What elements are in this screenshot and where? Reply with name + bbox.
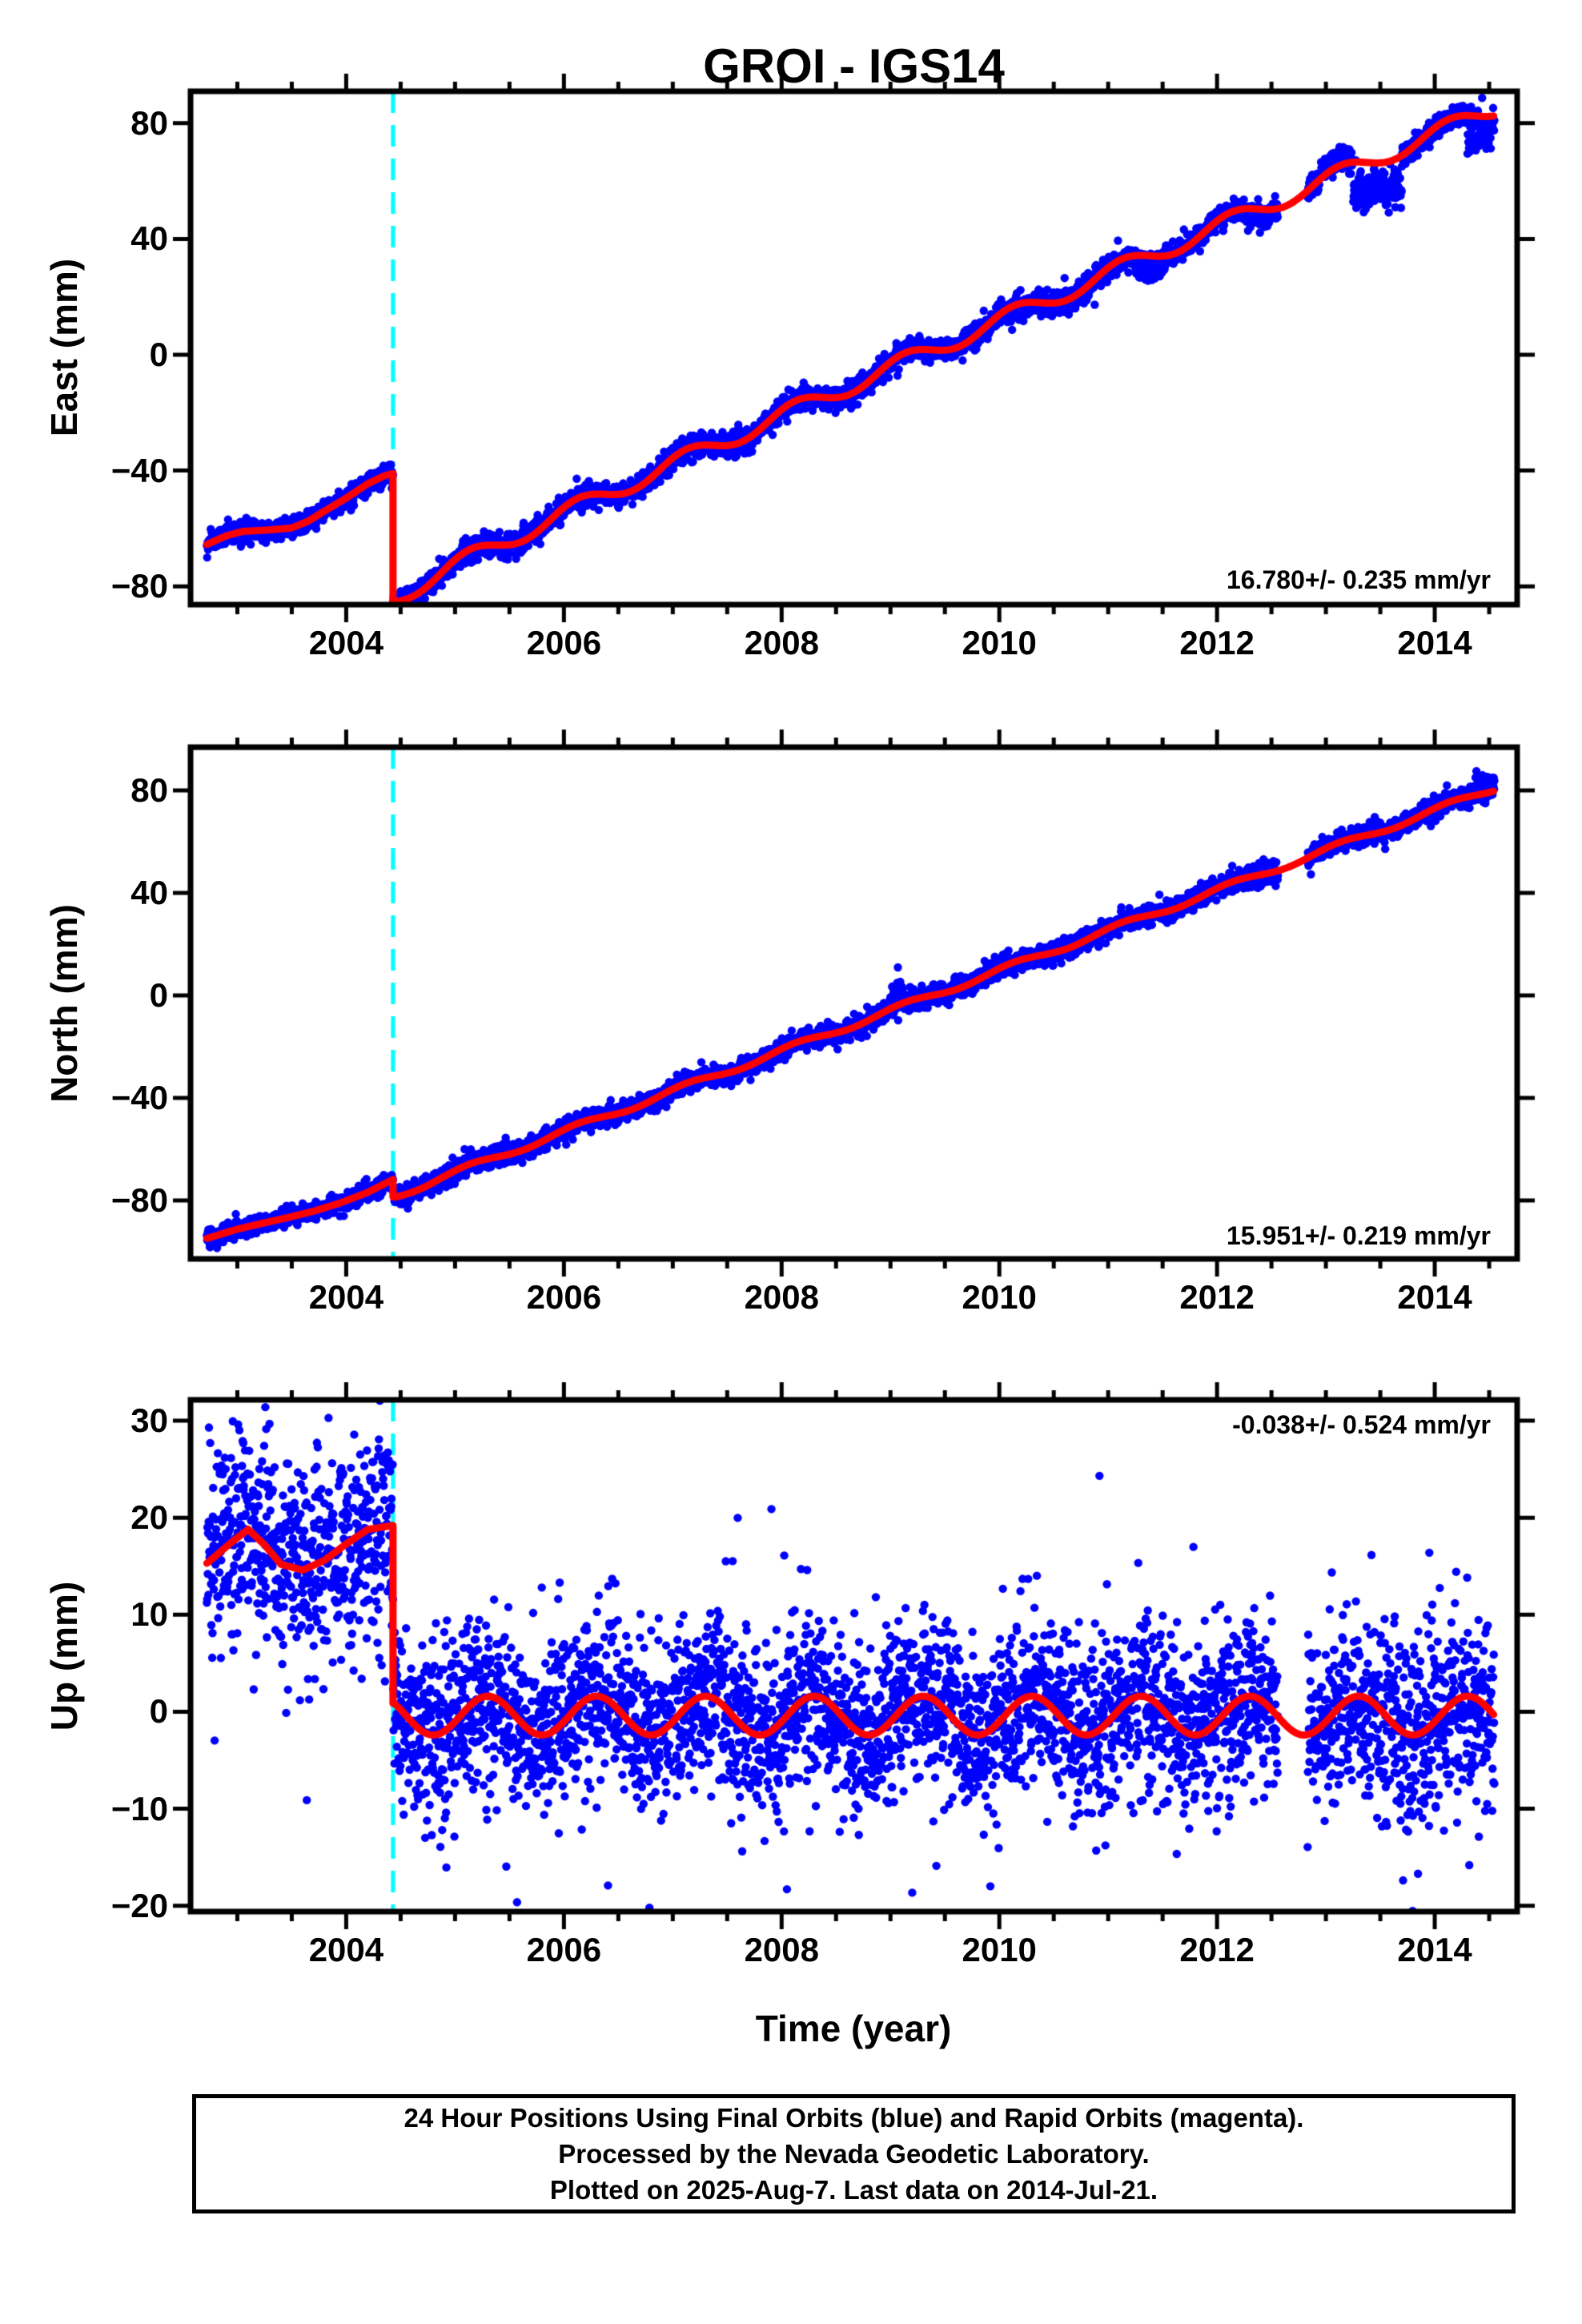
x-tick-label: 2006 (526, 1278, 602, 1316)
footer-info-box: 24 Hour Positions Using Final Orbits (bl… (192, 2094, 1516, 2213)
footer-line-2: Processed by the Nevada Geodetic Laborat… (558, 2139, 1150, 2169)
y-tick-label: −40 (110, 451, 168, 489)
x-axis-label: Time (year) (755, 2008, 952, 2049)
x-tick-label: 2010 (962, 624, 1037, 661)
x-tick-label: 2004 (308, 1278, 384, 1316)
y-tick-label: 40 (130, 874, 168, 912)
x-tick-label: 2014 (1397, 1931, 1472, 1968)
y-tick-label: 20 (130, 1498, 168, 1537)
y-tick-label: −40 (110, 1079, 168, 1117)
y-tick-label: 80 (130, 103, 168, 142)
footer-line-3: Plotted on 2025-Aug-7. Last data on 2014… (549, 2175, 1158, 2205)
y-tick-label: 0 (149, 335, 168, 373)
x-tick-label: 2008 (744, 1931, 819, 1968)
x-tick-label: 2014 (1397, 1278, 1472, 1316)
x-tick-label: 2008 (744, 624, 819, 661)
footer-line-1: 24 Hour Positions Using Final Orbits (bl… (404, 2103, 1304, 2133)
y-tick-label: 0 (149, 976, 168, 1015)
y-axis-label-north: North (mm) (43, 904, 85, 1103)
y-tick-label: 10 (130, 1595, 168, 1634)
rate-annotation-up: -0.038+/- 0.524 mm/yr (1232, 1410, 1491, 1439)
x-tick-label: 2008 (744, 1278, 819, 1316)
y-tick-label: −10 (110, 1789, 168, 1827)
x-tick-label: 2004 (308, 1931, 384, 1968)
y-tick-label: 80 (130, 771, 168, 810)
x-tick-label: 2006 (526, 1931, 602, 1968)
x-tick-label: 2012 (1179, 1278, 1255, 1316)
x-tick-label: 2006 (526, 624, 602, 661)
x-tick-label: 2010 (962, 1278, 1037, 1316)
rate-annotation-east: 16.780+/- 0.235 mm/yr (1226, 565, 1491, 594)
y-tick-label: 0 (149, 1692, 168, 1731)
y-axis-label-east: East (mm) (43, 258, 85, 437)
x-tick-label: 2012 (1179, 1931, 1255, 1968)
page-title: GROI - IGS14 (703, 39, 1005, 93)
y-tick-label: 40 (130, 219, 168, 258)
y-tick-label: −80 (110, 1181, 168, 1220)
rate-annotation-north: 15.951+/- 0.219 mm/yr (1226, 1221, 1491, 1250)
y-tick-label: −20 (110, 1886, 168, 1924)
y-axis-label-up: Up (mm) (43, 1581, 85, 1731)
y-tick-label: 30 (130, 1401, 168, 1440)
x-tick-label: 2014 (1397, 624, 1472, 661)
x-tick-label: 2004 (308, 624, 384, 661)
x-tick-label: 2012 (1179, 624, 1255, 661)
y-tick-label: −80 (110, 567, 168, 605)
x-tick-label: 2010 (962, 1931, 1037, 1968)
